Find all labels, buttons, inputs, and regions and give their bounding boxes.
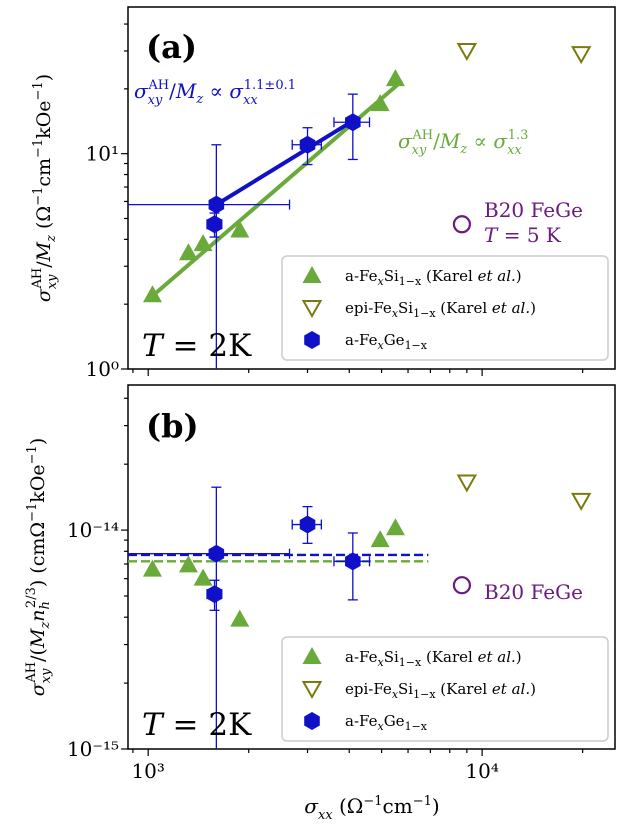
data-point: [300, 516, 316, 534]
feGe-label-b: B20 FeGe: [484, 580, 583, 604]
y-axis-label-a: σxyAH/Mz (Ω−1cm−1kOe−1): [30, 74, 60, 302]
feGe-label-a-line1: B20 FeGe: [484, 198, 583, 222]
fit-line: [216, 121, 352, 205]
y-tick-label: 10⁻¹⁴: [67, 518, 119, 542]
data-point: [207, 585, 223, 603]
y-tick-label: 10¹: [86, 142, 119, 166]
data-point: [207, 215, 223, 233]
panel-label-a: (a): [146, 28, 197, 66]
data-point: [573, 47, 590, 62]
data-point: [386, 69, 405, 86]
legend-a: a-FexSi1−x (Karel et al.) epi-FexSi1−x (K…: [282, 256, 608, 360]
data-point: [209, 545, 225, 563]
data-point: [345, 552, 361, 570]
data-point: [209, 196, 225, 214]
data-point: [458, 44, 475, 59]
data-point: [454, 216, 470, 232]
blue-fit-annotation: σxyAH/Mz ∝ σxx1.1±0.1: [134, 78, 296, 108]
legend-b: a-FexSi1−x (Karel et al.) epi-FexSi1−x (K…: [282, 637, 608, 741]
legend-entry-label: epi-FexSi1−x (Karel et al.): [345, 680, 536, 701]
data-point: [458, 475, 475, 490]
data-point: [454, 577, 470, 593]
y-tick-label: 10⁰: [86, 357, 119, 381]
reference-lines-b: [128, 555, 428, 561]
temperature-label-a: T = 2K: [142, 328, 252, 364]
tick-labels-a: 10⁰ 10¹: [86, 142, 119, 381]
y-tick-label: 10⁻¹⁵: [67, 737, 119, 761]
legend-entry-label: a-FexSi1−x (Karel et al.): [345, 648, 522, 669]
x-tick-label: 10³: [131, 759, 164, 783]
data-point: [573, 494, 590, 509]
data-point: [179, 243, 198, 260]
panel-b: 10⁻¹⁵ 10⁻¹⁴ 10³ 10⁴ (b) σxyAH/(Mznh2/3) (cm…: [24, 385, 615, 823]
panel-a: 10⁰ 10¹ (a) σxyAH/Mz (Ω−1cm−1kOe−1) σxyAH…: [30, 7, 615, 381]
y-axis-label-b: σxyAH/(Mznh2/3) (cmΩ−1kOe−1): [24, 438, 54, 697]
feGe-label-a-line2: T = 5 K: [484, 223, 562, 247]
data-point: [371, 530, 390, 547]
panel-label-b: (b): [146, 407, 199, 445]
x-axis-label: σxx (Ω−1cm−1): [304, 794, 439, 823]
data-point: [230, 610, 249, 627]
legend-entry-label: a-FexSi1−x (Karel et al.): [345, 267, 522, 288]
green-fit-annotation: σxyAH/Mz ∝ σxx1.3: [398, 128, 528, 158]
temperature-label-b: T = 2K: [142, 707, 252, 743]
data-point: [386, 518, 405, 535]
data-point: [179, 555, 198, 572]
legend-entry-label: epi-FexSi1−x (Karel et al.): [345, 299, 536, 320]
x-tick-label: 10⁴: [465, 759, 498, 783]
